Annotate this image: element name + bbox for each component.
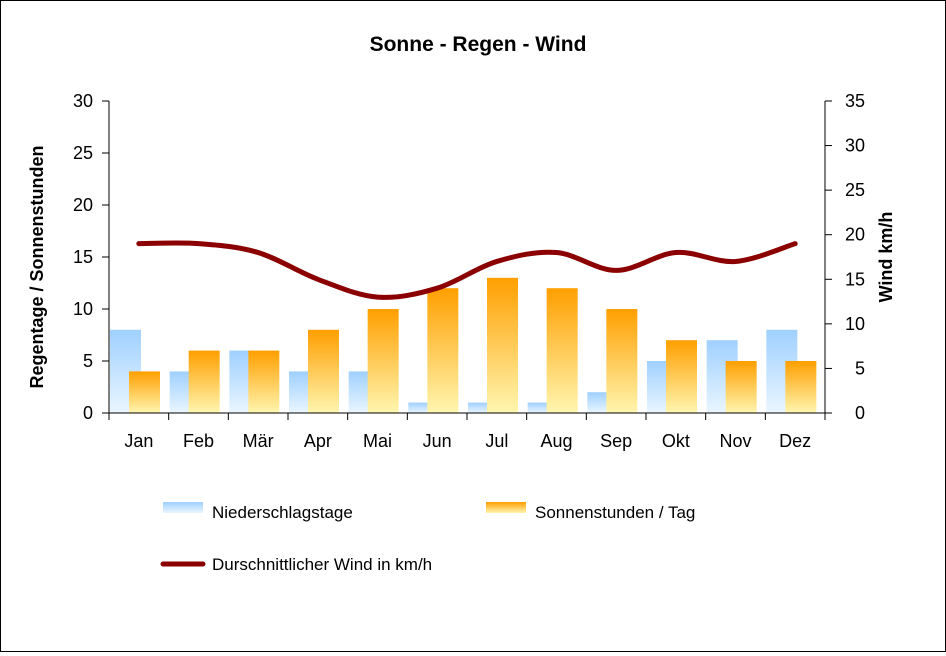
bar-sonnenstunden (666, 340, 697, 413)
y-tick-label: 5 (83, 351, 93, 371)
y-tick-label: 20 (73, 195, 93, 215)
y2-tick-label: 15 (845, 269, 865, 289)
y2-tick-label: 25 (845, 180, 865, 200)
legend-label-wind: Durschnittlicher Wind in km/h (212, 555, 432, 574)
bar-sonnenstunden (487, 278, 518, 413)
y2-tick-label: 35 (845, 91, 865, 111)
y2-tick-label: 30 (845, 136, 865, 156)
y-tick-label: 25 (73, 143, 93, 163)
chart-title: Sonne - Regen - Wind (370, 33, 587, 56)
bar-sonnenstunden (368, 309, 399, 413)
bar-sonnenstunden (726, 361, 757, 413)
bar-sonnenstunden (189, 351, 220, 413)
bar-sonnenstunden (785, 361, 816, 413)
x-tick-label: Jan (124, 431, 153, 451)
x-tick-label: Aug (540, 431, 572, 451)
bar-sonnenstunden (547, 288, 578, 413)
legend-label-sonnenstunden: Sonnenstunden / Tag (535, 503, 695, 522)
bar-sonnenstunden (606, 309, 637, 413)
y2-tick-label: 10 (845, 314, 865, 334)
x-tick-label: Mär (243, 431, 274, 451)
x-tick-label: Apr (304, 431, 332, 451)
legend: Niederschlagstage Sonnenstunden / Tag Durs… (163, 502, 695, 574)
y-tick-label: 30 (73, 91, 93, 111)
x-tick-label: Jun (423, 431, 452, 451)
bar-sonnenstunden (129, 371, 160, 413)
y-tick-label: 0 (83, 403, 93, 423)
x-tick-label: Feb (183, 431, 214, 451)
series-line-wind (139, 243, 795, 297)
y-tick-label: 10 (73, 299, 93, 319)
x-tick-label: Dez (779, 431, 811, 451)
y-tick-label: 15 (73, 247, 93, 267)
y2-tick-label: 0 (855, 403, 865, 423)
x-tick-label: Jul (485, 431, 508, 451)
legend-swatch-sonnenstunden (486, 502, 526, 513)
plot-area: 0 5 10 15 20 25 30 0 5 10 15 20 25 30 35 Jan Feb Mär Apr Ma… (73, 91, 865, 451)
legend-label-niederschlagstage: Niederschlagstage (212, 503, 353, 522)
y2-axis-title: Wind km/h (876, 212, 896, 303)
x-tick-label: Sep (600, 431, 632, 451)
y2-tick-label: 20 (845, 225, 865, 245)
x-tick-label: Nov (719, 431, 751, 451)
legend-swatch-niederschlagstage (163, 502, 203, 513)
x-tick-label: Mai (363, 431, 392, 451)
bar-sonnenstunden (308, 330, 339, 413)
y2-tick-label: 5 (855, 358, 865, 378)
y-axis-title: Regentage / Sonnenstunden (27, 145, 47, 388)
bar-sonnenstunden (427, 288, 458, 413)
x-tick-label: Okt (662, 431, 690, 451)
bar-sonnenstunden (248, 351, 279, 413)
